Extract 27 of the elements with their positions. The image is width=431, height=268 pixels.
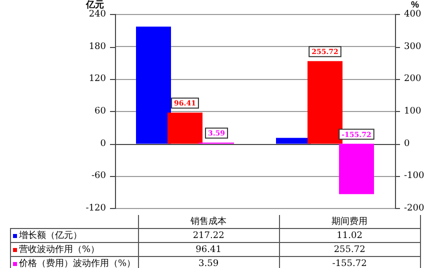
data-label: 11.02	[279, 228, 420, 242]
y2-tick-label: 100	[404, 106, 422, 116]
y-tick-label: 60	[94, 106, 106, 116]
y-tick-label: -60	[92, 171, 106, 182]
data-label: 255.72	[279, 242, 420, 256]
data-label: -155.72	[279, 256, 420, 268]
y-tick-label: 180	[88, 42, 106, 52]
legend-label: 增长额（亿元）	[10, 228, 138, 242]
y2-tick-label: -100	[404, 171, 424, 182]
y2-tick-label: 200	[404, 74, 422, 84]
y-axis-title: 亿元	[85, 0, 104, 10]
y-tick-label: 0	[100, 138, 106, 149]
y-tick-label: -120	[86, 204, 106, 214]
x-tick-label: 期间费用	[279, 215, 420, 228]
y2-tick-label: 300	[404, 42, 422, 52]
y2-tick-label: 400	[404, 9, 422, 20]
legend-label: 价格（费用）波动作用（%）	[10, 256, 138, 268]
y2-axis-title: %	[410, 0, 420, 10]
y2-tick-label: -200	[404, 204, 424, 214]
data-label: 217.22	[138, 228, 280, 242]
y-tick-label: 240	[88, 9, 106, 20]
data-label: 96.41	[138, 242, 280, 256]
data-label: 3.59	[138, 256, 280, 268]
x-tick-label: 销售成本	[138, 215, 280, 228]
legend-label: 营收波动作用（%）	[10, 242, 138, 256]
y2-tick-label: 0	[404, 138, 410, 149]
y-tick-label: 120	[88, 74, 106, 84]
